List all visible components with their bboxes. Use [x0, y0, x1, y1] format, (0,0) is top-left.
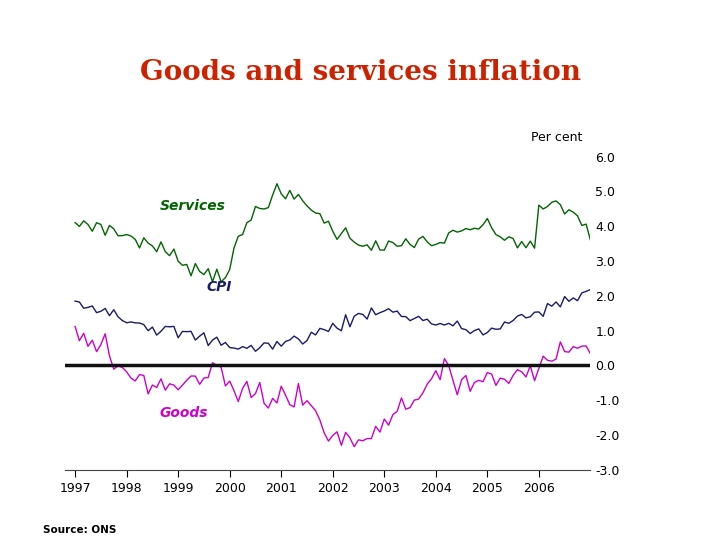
Text: Goods and services inflation: Goods and services inflation — [140, 59, 580, 86]
Text: Source: ONS: Source: ONS — [43, 524, 117, 535]
Text: Per cent: Per cent — [531, 131, 582, 144]
Text: Services: Services — [159, 199, 225, 213]
Text: CPI: CPI — [207, 280, 232, 294]
Text: Goods: Goods — [159, 406, 208, 420]
